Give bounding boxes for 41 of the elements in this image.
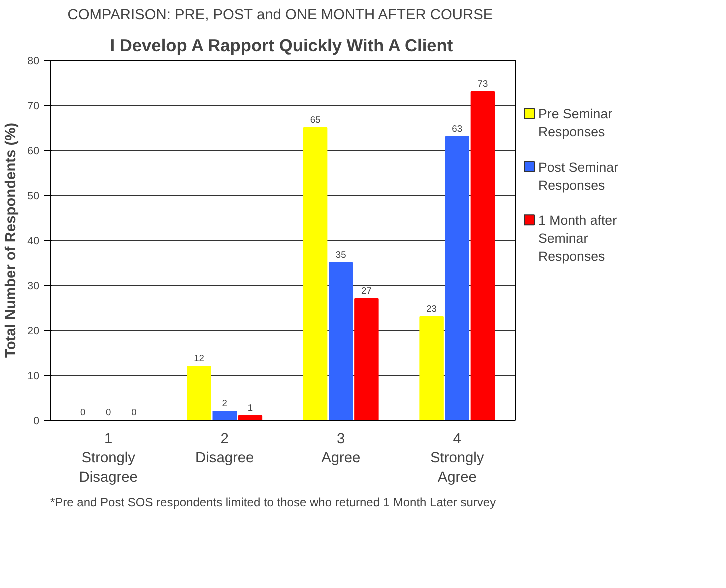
data-label: 2 — [222, 398, 228, 408]
legend-label: 1 Month after Seminar Responses — [538, 213, 618, 264]
bar — [238, 416, 263, 420]
data-label: 0 — [132, 408, 137, 418]
y-tick-label: 20 — [28, 326, 40, 338]
data-label: 27 — [362, 286, 372, 296]
data-label: 65 — [310, 115, 321, 125]
data-label: 73 — [478, 79, 488, 89]
bar — [470, 92, 496, 420]
y-tick-label: 70 — [28, 100, 40, 112]
bar — [187, 366, 212, 420]
x-tick-label: 4 Strongly Agree — [430, 432, 485, 486]
y-tick-label: 60 — [28, 146, 40, 158]
bar — [329, 262, 354, 420]
legend-label: Post Seminar Responses — [538, 160, 620, 193]
y-tick-label: 10 — [28, 370, 40, 382]
y-tick-label: 0 — [34, 416, 40, 428]
y-axis-title: Total Number of Respondents (%) — [4, 122, 20, 358]
y-tick-label: 40 — [28, 236, 40, 248]
data-label: 0 — [106, 408, 112, 418]
bar — [420, 316, 444, 420]
legend-label: Pre Seminar Responses — [538, 106, 614, 140]
data-label: 23 — [426, 304, 438, 314]
data-label: 63 — [452, 124, 463, 134]
bar — [303, 128, 328, 420]
x-tick-label: 1 Strongly Disagree — [79, 432, 138, 486]
y-tick-label: 50 — [28, 190, 40, 202]
chart-subtitle: I Develop A Rapport Quickly With A Client — [110, 36, 454, 56]
bar — [445, 136, 470, 420]
data-label: 0 — [80, 408, 86, 418]
data-label: 35 — [336, 250, 346, 260]
x-tick-label: 3 Agree — [322, 432, 361, 467]
bar — [212, 411, 237, 420]
bar — [354, 298, 379, 420]
data-label: 12 — [194, 354, 205, 364]
chart-title: COMPARISON: PRE, POST and ONE MONTH AFTER COURSE — [68, 8, 494, 24]
text: *Pre and Post SOS respondents limited to those who returned 1 Month Later survey — [50, 496, 496, 510]
x-tick-label: 2 Disagree — [196, 432, 254, 467]
y-tick-label: 30 — [28, 280, 40, 292]
y-tick-label: 80 — [28, 56, 40, 68]
data-label: 1 — [248, 403, 254, 413]
